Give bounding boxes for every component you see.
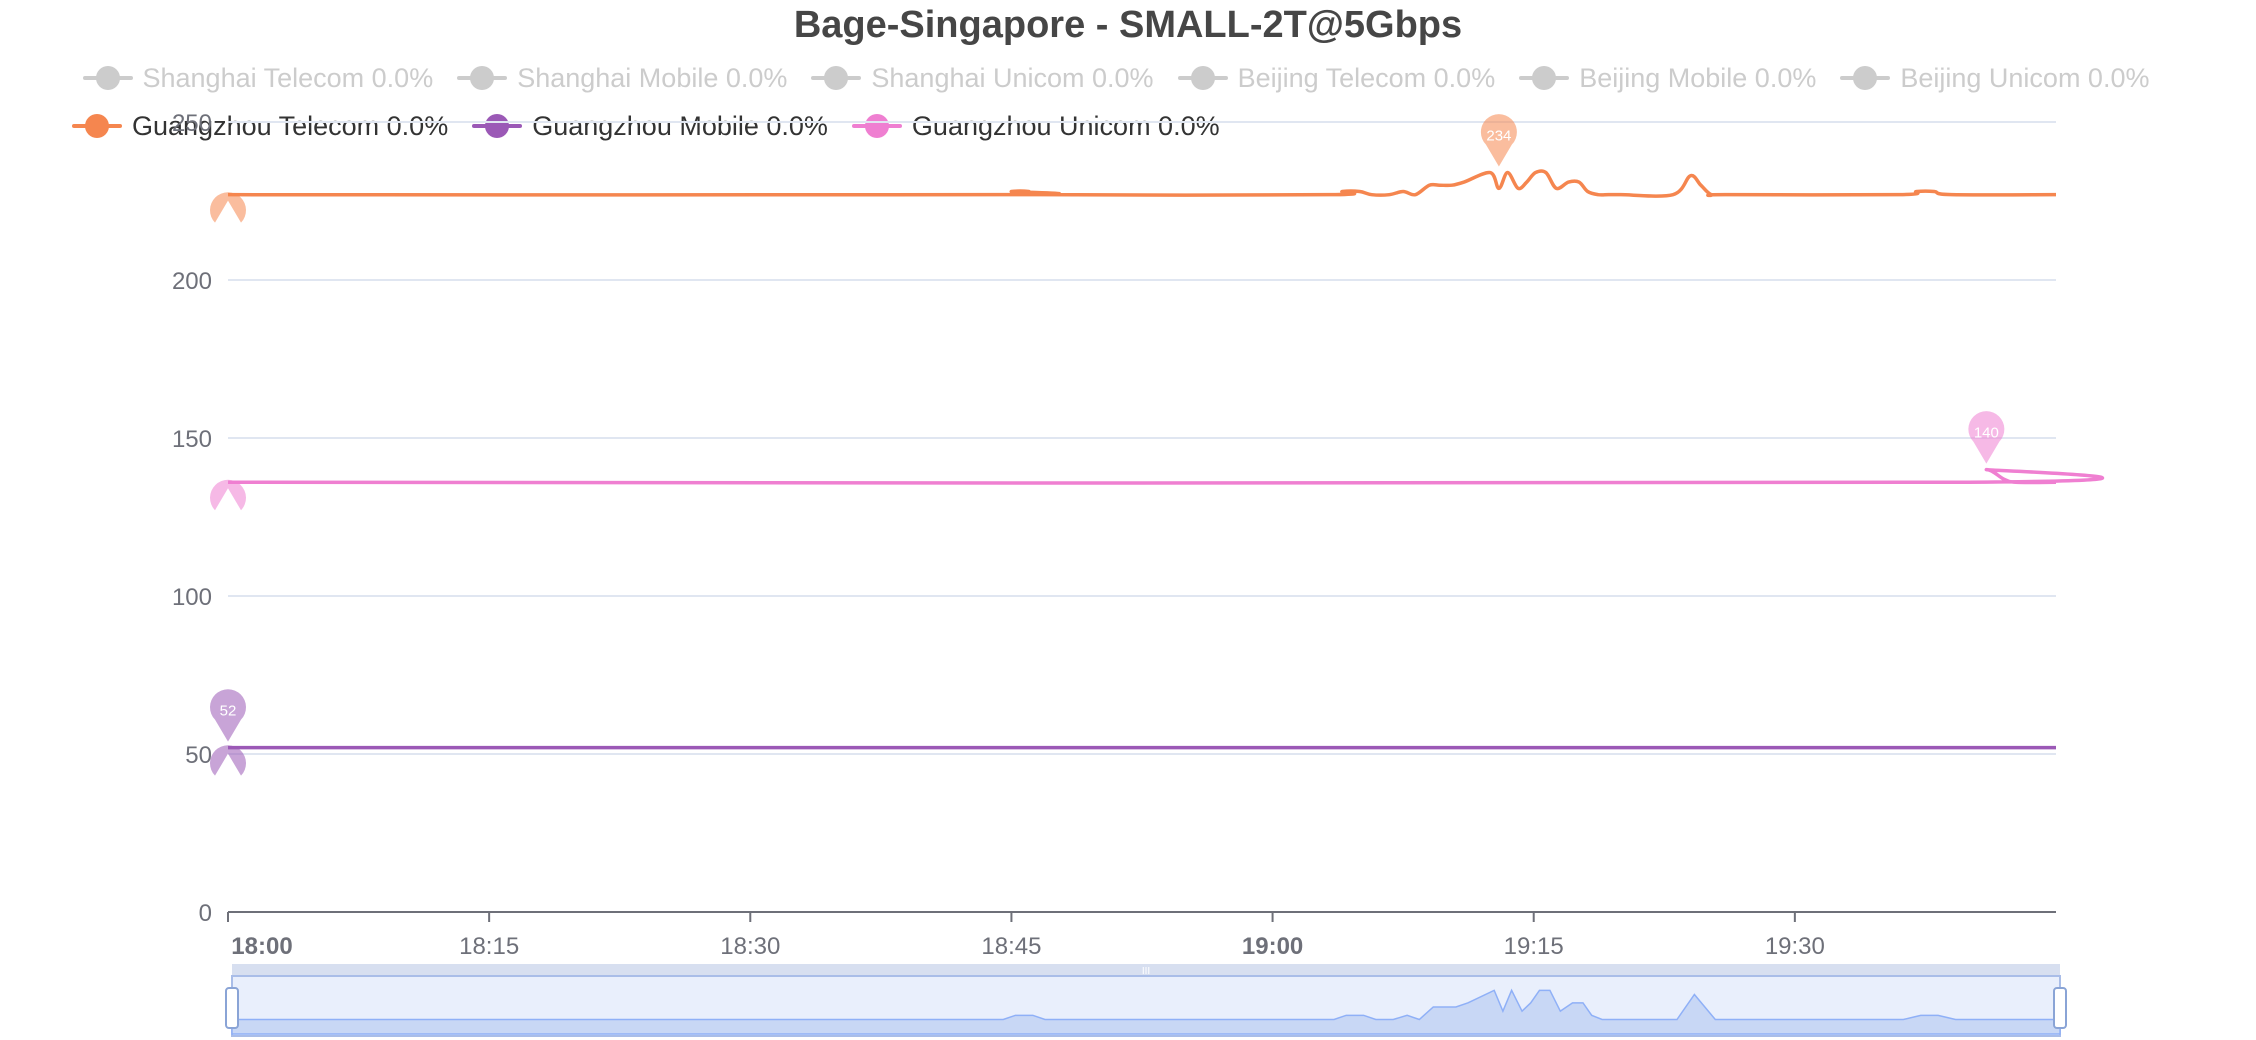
series-lines: [227, 169, 2105, 750]
zoom-right-handle[interactable]: [2053, 987, 2067, 1029]
x-tick-label: 18:00: [231, 933, 292, 960]
y-tick-label: 200: [172, 268, 212, 295]
value-marker-pin: 234: [1480, 114, 1517, 167]
x-tick-label: 18:15: [459, 933, 519, 960]
legend-swatch-icon: [472, 112, 523, 140]
legend-label: Beijing Unicom 0.0%: [1900, 62, 2150, 93]
legend-item[interactable]: Shanghai Telecom 0.0%: [82, 62, 434, 94]
y-tick-label: 0: [199, 900, 212, 927]
series-line: [227, 467, 2105, 485]
legend-swatch-icon: [457, 64, 508, 92]
legend-label: Guangzhou Unicom 0.0%: [911, 110, 1220, 141]
legend-item[interactable]: Shanghai Mobile 0.0%: [457, 63, 787, 94]
grid-lines: [228, 121, 2056, 755]
legend-label: Beijing Telecom 0.0%: [1237, 62, 1496, 93]
legend-swatch-icon: [851, 112, 902, 140]
axes: 0 50 100 150 200 250 18:00 18:15 18:30 18:45 19:00…: [172, 110, 2056, 960]
marker-label: 140: [1974, 425, 1999, 442]
marker-shape: [210, 689, 247, 742]
legend-label: Shanghai Telecom 0.0%: [142, 62, 434, 93]
marker-label: 234: [1486, 128, 1511, 145]
chart-title: Bage-Singapore - SMALL-2T@5Gbps: [793, 4, 1463, 46]
marker-shape: [210, 192, 246, 223]
legend-label: Shanghai Unicom 0.0%: [871, 62, 1154, 93]
marker-label: 136: [215, 513, 240, 530]
legend-swatch-icon: [82, 64, 133, 92]
value-marker-pin: 52: [210, 745, 247, 796]
legend-label: Guangzhou Telecom 0.0%: [132, 110, 449, 141]
legend-swatch-icon: [1519, 64, 1570, 92]
legend-item[interactable]: Beijing Mobile 0.0%: [1519, 63, 1816, 94]
marker-shape: [1480, 114, 1517, 167]
value-marker-pin: 52: [210, 689, 247, 742]
zoom-grip-icon[interactable]: III: [1142, 966, 1150, 977]
legend-swatch-icon: [72, 112, 122, 140]
x-tick-label: 19:30: [1765, 933, 1825, 960]
legend-swatch-icon: [1177, 64, 1228, 92]
marker-shape: [210, 745, 247, 776]
value-marker-pin: 140: [1968, 411, 2005, 464]
y-tick-label: 150: [172, 426, 212, 453]
legend-item[interactable]: Guangzhou Telecom 0.0%: [72, 111, 448, 142]
legend-swatch-icon: [1840, 64, 1891, 92]
zoom-top-bar[interactable]: [232, 964, 2060, 976]
x-tick-label: 19:15: [1504, 933, 1564, 960]
x-tick-label: 18:45: [981, 933, 1041, 960]
y-tick-label: 250: [172, 110, 212, 137]
y-tick-label: 100: [172, 584, 212, 611]
legend-swatch-icon: [811, 64, 862, 92]
zoom-preview-area: [231, 988, 2061, 1035]
legend-row-inactive: Shanghai Telecom 0.0% Shanghai Mobile 0.0…: [0, 58, 2256, 98]
legend-item[interactable]: Beijing Telecom 0.0%: [1177, 62, 1496, 94]
marker-label: 52: [220, 779, 237, 796]
data-zoom-slider[interactable]: III: [225, 964, 2067, 1037]
legend-item[interactable]: Beijing Unicom 0.0%: [1840, 63, 2149, 94]
legend-label: Guangzhou Mobile 0.0%: [532, 110, 828, 141]
legend-label: Shanghai Mobile 0.0%: [517, 62, 788, 93]
legend-row-active: Guangzhou Telecom 0.0% Guangzhou Mobile 0…: [0, 106, 2256, 146]
marker-label: 227: [215, 226, 240, 243]
legend-item[interactable]: Guangzhou Unicom 0.0%: [851, 110, 1220, 142]
extreme-markers: 227 234 52 52 136 140: [210, 114, 2005, 796]
legend-label: Beijing Mobile 0.0%: [1579, 62, 1817, 93]
x-tick-label: 18:30: [720, 933, 780, 960]
legend-item[interactable]: Shanghai Unicom 0.0%: [811, 62, 1154, 94]
marker-shape: [210, 479, 247, 511]
value-marker-pin: 136: [210, 479, 247, 530]
series-line: [227, 169, 2057, 198]
marker-shape: [1968, 411, 2005, 464]
marker-label: 52: [220, 703, 237, 720]
y-tick-label: 50: [185, 742, 212, 769]
legend-item[interactable]: Guangzhou Mobile 0.0%: [472, 111, 828, 142]
x-tick-label: 19:00: [1242, 933, 1303, 960]
zoom-left-handle[interactable]: [225, 987, 239, 1029]
value-marker-pin: 227: [210, 192, 246, 243]
